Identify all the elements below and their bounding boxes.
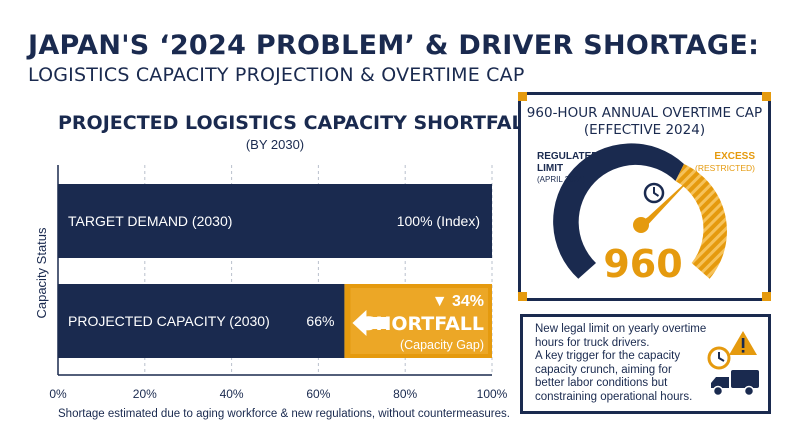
chart-subtitle: (BY 2030) bbox=[245, 137, 305, 152]
x-tick-label: 100% bbox=[477, 387, 508, 401]
regulated-label-line1: REGULATED bbox=[537, 151, 598, 162]
bar-value-label: 66% bbox=[306, 313, 334, 329]
bar bbox=[58, 184, 492, 258]
note-line: New legal limit on yearly overtime bbox=[535, 323, 707, 335]
corner-accent bbox=[762, 92, 771, 101]
gauge-needle bbox=[639, 172, 697, 229]
chart-footnote: Shortage estimated due to aging workforc… bbox=[58, 408, 510, 420]
regulated-label-line2: LIMIT bbox=[537, 163, 563, 174]
bar bbox=[58, 284, 345, 358]
note-line: capacity crunch, aiming for bbox=[535, 363, 672, 376]
x-tick-label: 40% bbox=[220, 387, 244, 401]
note-line: better labor conditions but bbox=[535, 377, 668, 389]
overtime-cap-title-line2: (EFFECTIVE 2024) bbox=[583, 122, 706, 138]
note-icons bbox=[707, 331, 759, 397]
note-line: hours for truck drivers. bbox=[535, 336, 650, 349]
overtime-cap-value: 960 bbox=[603, 242, 682, 286]
clock-icon bbox=[707, 346, 731, 370]
truck-icon bbox=[711, 370, 759, 397]
left-arrow-icon bbox=[352, 310, 389, 336]
x-tick-label: 0% bbox=[49, 387, 67, 401]
overtime-cap-panel: 960-HOUR ANNUAL OVERTIME CAP (EFFECTIVE … bbox=[518, 92, 771, 301]
overtime-cap-title-line1: 960-HOUR ANNUAL OVERTIME CAP bbox=[526, 105, 763, 121]
shortfall-sub-label: (Capacity Gap) bbox=[400, 338, 484, 352]
excess-label-line2: (RESTRICTED) bbox=[695, 163, 755, 173]
gauge-arc-excess bbox=[675, 164, 727, 279]
overtime-note-panel: New legal limit on yearly overtime hours… bbox=[520, 314, 771, 414]
note-line: A key trigger for the capacity bbox=[535, 350, 681, 362]
shortfall-label: SHORTFALL bbox=[362, 313, 484, 335]
excess-label-line1: EXCESS bbox=[714, 151, 755, 162]
corner-accent bbox=[518, 92, 527, 101]
bar-value-label: 100% (Index) bbox=[397, 213, 480, 229]
regulated-date: (APRIL 2024) bbox=[537, 175, 586, 184]
note-text: New legal limit on yearly overtime hours… bbox=[535, 323, 707, 404]
corner-accent bbox=[762, 292, 771, 301]
gauge-arc-regulated bbox=[553, 143, 684, 279]
bar-category-label: TARGET DEMAND (2030) bbox=[68, 213, 232, 229]
note-line: constraining operational hours. bbox=[535, 390, 693, 403]
chart-title: PROJECTED LOGISTICS CAPACITY SHORTFALL bbox=[58, 112, 536, 134]
shortfall-percent-label: ▼ 34% bbox=[432, 293, 484, 310]
corner-accent bbox=[518, 292, 527, 301]
warning-icon bbox=[729, 331, 757, 355]
x-tick-label: 20% bbox=[133, 387, 157, 401]
bar-category-label: PROJECTED CAPACITY (2030) bbox=[68, 313, 270, 329]
overtime-gauge: REGULATED LIMIT (APRIL 2024) EXCESS (RES… bbox=[537, 143, 755, 286]
x-tick-label: 80% bbox=[393, 387, 417, 401]
page-subtitle: LOGISTICS CAPACITY PROJECTION & OVERTIME… bbox=[28, 64, 525, 86]
page-title: JAPAN'S ‘2024 PROBLEM’ & DRIVER SHORTAGE… bbox=[28, 30, 760, 61]
x-tick-label: 60% bbox=[306, 387, 330, 401]
gauge-pivot bbox=[633, 217, 649, 233]
y-axis-label: Capacity Status bbox=[34, 227, 49, 319]
clock-icon bbox=[643, 182, 665, 204]
overtime-cap-title: 960-HOUR ANNUAL OVERTIME CAP (EFFECTIVE … bbox=[521, 105, 768, 139]
